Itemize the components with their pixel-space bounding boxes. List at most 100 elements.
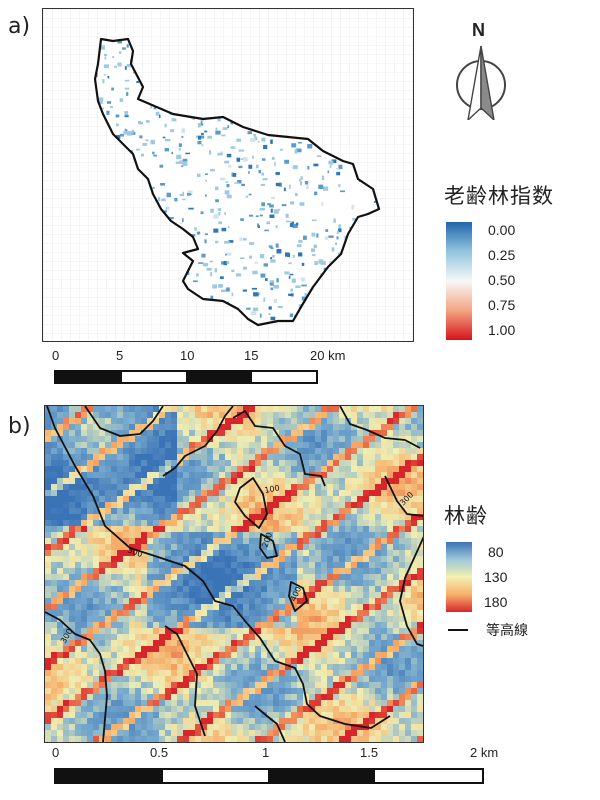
raster-cell: [111, 718, 117, 724]
raster-cell: [321, 526, 327, 532]
raster-cell: [99, 736, 105, 742]
raster-cell: [51, 502, 57, 508]
raster-cell: [87, 454, 93, 460]
raster-cell: [117, 694, 123, 700]
raster-cell: [69, 520, 75, 526]
raster-cell: [309, 550, 315, 556]
raster-patch: [224, 190, 230, 195]
raster-cell: [153, 592, 159, 598]
raster-cell: [375, 730, 381, 736]
raster-cell: [135, 658, 141, 664]
raster-cell: [75, 532, 81, 538]
raster-cell: [177, 418, 183, 424]
raster-cell: [279, 616, 285, 622]
raster-cell: [63, 598, 69, 604]
raster-patch: [247, 131, 252, 135]
raster-cell: [393, 634, 399, 640]
raster-cell: [243, 460, 249, 466]
raster-cell: [63, 460, 69, 466]
raster-patch: [164, 123, 167, 128]
raster-cell: [417, 730, 423, 736]
raster-cell: [369, 424, 375, 430]
raster-cell: [375, 406, 381, 412]
raster-cell: [249, 460, 255, 466]
raster-cell: [93, 466, 99, 472]
raster-cell: [369, 688, 375, 694]
raster-cell: [369, 604, 375, 610]
raster-cell: [105, 724, 111, 730]
raster-cell: [339, 526, 345, 532]
raster-cell: [75, 730, 81, 736]
raster-cell: [387, 664, 393, 670]
raster-patch: [192, 280, 198, 283]
raster-cell: [297, 406, 303, 412]
raster-cell: [99, 676, 105, 682]
raster-cell: [81, 604, 87, 610]
raster-cell: [207, 490, 213, 496]
raster-cell: [249, 448, 255, 454]
raster-patch: [182, 191, 185, 195]
raster-patch: [300, 176, 303, 180]
raster-cell: [315, 424, 321, 430]
raster-cell: [249, 694, 255, 700]
raster-patch: [298, 239, 303, 243]
raster-cell: [111, 688, 117, 694]
raster-cell: [63, 586, 69, 592]
raster-cell: [105, 598, 111, 604]
raster-cell: [345, 496, 351, 502]
raster-cell: [147, 526, 153, 532]
raster-cell: [339, 694, 345, 700]
raster-cell: [417, 454, 423, 460]
raster-patch: [122, 47, 126, 50]
raster-cell: [195, 502, 201, 508]
raster-cell: [225, 736, 231, 742]
raster-cell: [207, 706, 213, 712]
raster-cell: [123, 484, 129, 490]
raster-cell: [315, 454, 321, 460]
raster-cell: [135, 436, 141, 442]
raster-cell: [333, 730, 339, 736]
raster-cell: [315, 562, 321, 568]
raster-cell: [219, 478, 225, 484]
raster-cell: [273, 598, 279, 604]
raster-cell: [261, 574, 267, 580]
raster-cell: [399, 502, 405, 508]
raster-cell: [387, 496, 393, 502]
raster-cell: [285, 562, 291, 568]
raster-cell: [279, 514, 285, 520]
raster-cell: [189, 718, 195, 724]
raster-cell: [159, 490, 165, 496]
raster-cell: [153, 706, 159, 712]
raster-cell: [105, 622, 111, 628]
raster-cell: [45, 544, 51, 550]
raster-cell: [99, 622, 105, 628]
raster-cell: [399, 406, 405, 412]
raster-cell: [411, 418, 417, 424]
raster-cell: [255, 502, 261, 508]
raster-cell: [105, 676, 111, 682]
raster-cell: [237, 658, 243, 664]
raster-cell: [57, 532, 63, 538]
raster-cell: [63, 736, 69, 742]
raster-cell: [183, 550, 189, 556]
raster-cell: [219, 514, 225, 520]
raster-cell: [273, 544, 279, 550]
raster-cell: [243, 436, 249, 442]
raster-patch: [214, 268, 218, 273]
raster-cell: [153, 604, 159, 610]
raster-cell: [285, 700, 291, 706]
raster-cell: [285, 688, 291, 694]
raster-cell: [111, 604, 117, 610]
raster-cell: [327, 652, 333, 658]
raster-cell: [333, 598, 339, 604]
raster-cell: [93, 568, 99, 574]
raster-cell: [75, 628, 81, 634]
raster-cell: [285, 490, 291, 496]
raster-cell: [279, 718, 285, 724]
raster-cell: [369, 634, 375, 640]
raster-cell: [345, 616, 351, 622]
raster-cell: [387, 520, 393, 526]
raster-cell: [129, 712, 135, 718]
raster-cell: [195, 424, 201, 430]
raster-cell: [183, 676, 189, 682]
